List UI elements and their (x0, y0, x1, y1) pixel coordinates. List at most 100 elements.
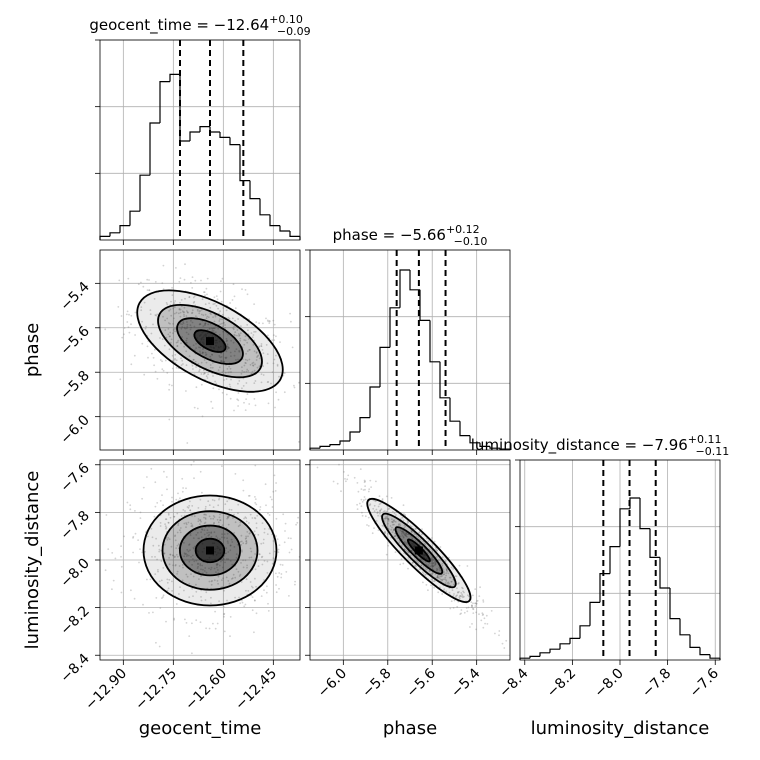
sample-point (275, 354, 277, 357)
sample-point (386, 517, 388, 520)
xtick-label-luminosity_distance-4: −7.6 (687, 665, 722, 700)
sample-point (287, 537, 290, 539)
sample-point (255, 503, 258, 506)
sample-point (378, 495, 381, 498)
sample-point (281, 564, 284, 566)
sample-point (239, 332, 242, 335)
sample-point (461, 595, 464, 597)
sample-point (482, 613, 485, 616)
sample-point (201, 528, 204, 531)
sample-point (172, 323, 175, 325)
sample-point (158, 550, 161, 553)
sample-point (384, 517, 387, 520)
sample-point (277, 548, 280, 551)
sample-point (446, 570, 449, 573)
sample-point (432, 559, 435, 561)
sample-point (381, 524, 384, 527)
sample-point (218, 564, 221, 567)
sample-point (373, 499, 376, 502)
sample-point (403, 533, 406, 536)
sample-point (460, 592, 463, 594)
sample-point (248, 494, 251, 497)
sample-point (194, 279, 197, 282)
sample-point (192, 368, 194, 370)
sample-point (269, 496, 272, 498)
sample-point (174, 539, 177, 542)
sample-point (250, 550, 253, 553)
sample-point (238, 335, 240, 337)
sample-point (255, 351, 258, 353)
sample-point (204, 322, 207, 325)
sample-point (225, 340, 228, 343)
sample-point (450, 580, 453, 583)
sample-point (255, 359, 258, 361)
sample-point (226, 516, 229, 519)
sample-point (203, 372, 206, 374)
sample-point (139, 548, 141, 550)
sample-point (360, 488, 363, 490)
sample-point (407, 557, 410, 559)
sample-point (179, 311, 182, 314)
sample-point (127, 277, 130, 280)
sample-point (191, 622, 193, 625)
sample-point (393, 519, 395, 521)
sample-point (225, 348, 228, 351)
sample-point (243, 339, 246, 341)
sample-point (241, 288, 243, 291)
sample-point (251, 517, 254, 519)
sample-point (193, 547, 196, 550)
sample-point (261, 349, 264, 351)
sample-point (250, 373, 253, 375)
sample-point (224, 561, 226, 564)
sample-point (159, 522, 162, 524)
sample-point (234, 473, 237, 475)
sample-point (229, 351, 232, 354)
sample-point (256, 366, 259, 369)
sample-point (219, 290, 222, 293)
sample-point (230, 355, 232, 357)
sample-point (160, 579, 163, 582)
sample-point (196, 309, 199, 312)
sample-point (424, 574, 426, 577)
sample-point (223, 533, 226, 535)
sample-point (228, 317, 231, 320)
sample-point (229, 385, 232, 388)
sample-point (174, 359, 176, 361)
sample-point (205, 514, 208, 516)
sample-point (439, 569, 441, 572)
sample-point (245, 398, 248, 400)
sample-point (385, 553, 388, 556)
sample-point (191, 652, 193, 655)
sample-point (258, 365, 261, 367)
sample-point (213, 521, 216, 524)
sample-point (199, 310, 202, 312)
sample-point (419, 538, 421, 541)
sample-point (247, 329, 249, 332)
sample-point (403, 548, 406, 551)
sample-point (263, 560, 266, 562)
sample-point (262, 322, 264, 325)
sample-point (211, 362, 214, 364)
sample-point (209, 364, 212, 366)
sample-point (193, 545, 196, 548)
sample-point (134, 510, 136, 512)
hist-luminosity_distance-bin-17 (689, 634, 700, 648)
sample-point (186, 341, 188, 344)
sample-point (249, 348, 251, 351)
sample-point (234, 331, 237, 334)
sample-point (186, 323, 189, 326)
sample-point (226, 532, 229, 535)
sample-point (245, 540, 248, 542)
sample-point (233, 295, 236, 298)
sample-point (216, 562, 218, 565)
sample-point (175, 341, 178, 344)
sample-point (185, 487, 187, 490)
sample-point (190, 525, 193, 528)
sample-point (218, 498, 220, 501)
sample-point (213, 499, 216, 502)
sample-point (195, 534, 198, 536)
sample-point (161, 360, 164, 363)
sample-point (243, 401, 245, 404)
sample-point (403, 531, 405, 534)
sample-point (252, 560, 255, 562)
